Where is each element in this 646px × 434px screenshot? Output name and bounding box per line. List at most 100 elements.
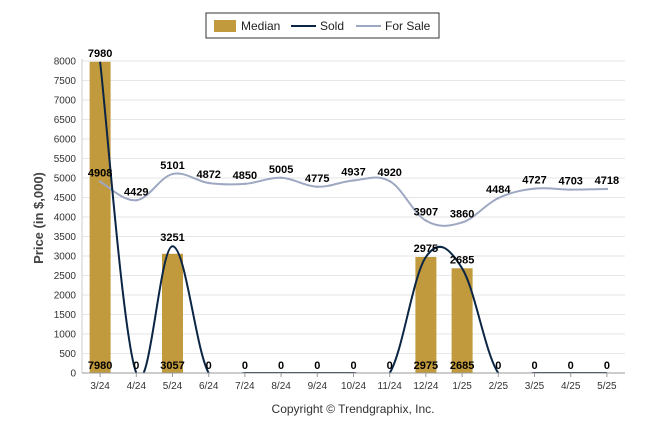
sold-line <box>99 61 607 373</box>
axes: 0 500 1000 1500 2000 2500 3000 3500 4000 4500 5000… <box>54 57 625 392</box>
y-tick-label-6500: 6500 <box>54 115 77 126</box>
legend-item-median[interactable]: Median <box>214 19 280 33</box>
y-axis-title: Price (in $,000) <box>31 172 46 264</box>
y-tick-label-0: 0 <box>70 369 76 380</box>
sold-label-2: 3251 <box>160 232 184 244</box>
median-label-2: 3057 <box>160 360 184 372</box>
y-tick-label-1500: 1500 <box>54 310 77 321</box>
x-tick-label-0: 3/24 <box>90 381 110 392</box>
for-sale-point-9 <box>424 219 428 222</box>
x-tick-label-4: 7/24 <box>235 381 255 392</box>
for-sale-point-2 <box>171 172 174 176</box>
median-label-1: 0 <box>133 360 139 372</box>
median-label-8: 0 <box>387 360 393 372</box>
y-tick-label-6000: 6000 <box>54 135 77 146</box>
data-labels: 4908 4429 5101 4872 4850 5005 4775 4937 4920 3907… <box>88 48 619 372</box>
for-sale-point-7 <box>352 179 355 182</box>
median-label-6: 0 <box>314 360 320 372</box>
legend-swatch-median <box>214 20 236 32</box>
y-tick-label-4000: 4000 <box>54 213 77 224</box>
x-tick-label-5: 8/24 <box>271 381 291 392</box>
median-label-10: 2685 <box>450 360 474 372</box>
legend-label-for-sale: For Sale <box>385 19 431 33</box>
for-sale-label-2: 5101 <box>160 160 184 172</box>
x-tick-label-2: 5/24 <box>163 381 183 392</box>
median-bar-0 <box>89 61 111 373</box>
for-sale-label-14: 4718 <box>595 175 619 187</box>
legend-box <box>205 12 440 39</box>
median-label-0: 7980 <box>88 360 112 372</box>
median-label-4: 0 <box>242 360 248 372</box>
median-bar-9 <box>415 256 437 373</box>
median-label-3: 0 <box>206 360 212 372</box>
y-tick-label-1000: 1000 <box>54 330 77 341</box>
median-bars <box>89 61 473 373</box>
for-sale-point-11 <box>497 196 500 200</box>
y-tick-label-2000: 2000 <box>54 291 77 302</box>
for-sale-label-10: 3860 <box>450 208 474 220</box>
x-tick-label-8: 11/24 <box>378 381 403 392</box>
y-tick-label-7500: 7500 <box>54 76 77 87</box>
for-sale-label-4: 4850 <box>233 170 257 182</box>
y-tick-label-2500: 2500 <box>54 271 77 282</box>
x-tick-label-10: 1/25 <box>452 381 472 392</box>
median-bar-2 <box>162 253 183 373</box>
legend-label-median: Median <box>241 19 280 33</box>
median-label-14: 0 <box>604 360 610 372</box>
x-tick-label-3: 6/24 <box>199 381 219 392</box>
y-tick-label-5500: 5500 <box>54 154 77 165</box>
for-sale-point-14 <box>605 187 609 191</box>
for-sale-label-3: 4872 <box>196 169 220 181</box>
median-label-9: 2975 <box>414 360 438 372</box>
for-sale-label-11: 4484 <box>486 184 511 196</box>
median-label-12: 0 <box>531 360 537 372</box>
for-sale-label-7: 4937 <box>341 166 365 178</box>
y-tick-label-500: 500 <box>59 349 76 360</box>
x-tick-label-7: 10/24 <box>341 381 366 392</box>
y-tick-label-3500: 3500 <box>54 232 77 243</box>
x-tick-label-6: 9/24 <box>308 381 328 392</box>
for-sale-point-12 <box>533 187 536 190</box>
x-tick-label-14: 5/25 <box>597 381 617 392</box>
for-sale-label-6: 4775 <box>305 173 329 185</box>
median-bar-10 <box>451 268 473 373</box>
median-label-5: 0 <box>278 360 284 372</box>
for-sale-label-9: 3907 <box>414 207 438 219</box>
for-sale-label-5: 5005 <box>269 164 293 176</box>
for-sale-point-0 <box>98 180 102 183</box>
y-tick-label-5000: 5000 <box>54 174 77 185</box>
for-sale-point-8 <box>388 179 391 183</box>
for-sale-label-0: 4908 <box>88 168 112 180</box>
legend: Median Sold For Sale <box>205 12 440 39</box>
y-tick-label-4500: 4500 <box>54 193 77 204</box>
y-tick-label-7000: 7000 <box>54 96 77 107</box>
for-sale-point-5 <box>279 176 283 180</box>
for-sale-label-12: 4727 <box>522 175 546 187</box>
legend-item-sold[interactable]: Sold <box>291 19 344 33</box>
x-tick-label-13: 4/25 <box>561 381 581 392</box>
sold-label-0: 7980 <box>88 48 112 60</box>
legend-label-sold: Sold <box>320 19 344 33</box>
y-tick-label-3000: 3000 <box>54 252 77 263</box>
for-sale-label-8: 4920 <box>377 167 401 179</box>
for-sale-label-1: 4429 <box>124 186 148 198</box>
sold-label-9: 2975 <box>414 243 438 255</box>
sold-label-10: 2685 <box>450 254 474 266</box>
for-sale-point-13 <box>569 188 572 191</box>
x-tick-label-12: 3/25 <box>525 381 545 392</box>
median-label-13: 0 <box>568 360 574 372</box>
for-sale-point-10 <box>460 221 464 224</box>
median-label-7: 0 <box>350 360 356 372</box>
copyright-text: Copyright © Trendgraphix, Inc. <box>272 402 435 416</box>
for-sale-point-6 <box>316 185 319 188</box>
x-tick-label-9: 12/24 <box>413 381 438 392</box>
for-sale-point-4 <box>243 182 247 186</box>
series-lines <box>98 61 609 373</box>
for-sale-point-1 <box>135 199 138 202</box>
median-label-11: 0 <box>495 360 501 372</box>
legend-item-for-sale[interactable]: For Sale <box>356 19 431 33</box>
for-sale-point-3 <box>207 181 210 185</box>
for-sale-label-13: 4703 <box>558 176 582 188</box>
